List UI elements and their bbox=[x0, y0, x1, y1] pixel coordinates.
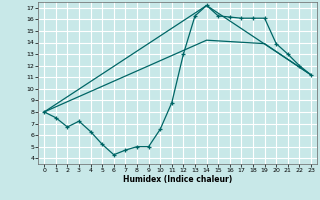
X-axis label: Humidex (Indice chaleur): Humidex (Indice chaleur) bbox=[123, 175, 232, 184]
